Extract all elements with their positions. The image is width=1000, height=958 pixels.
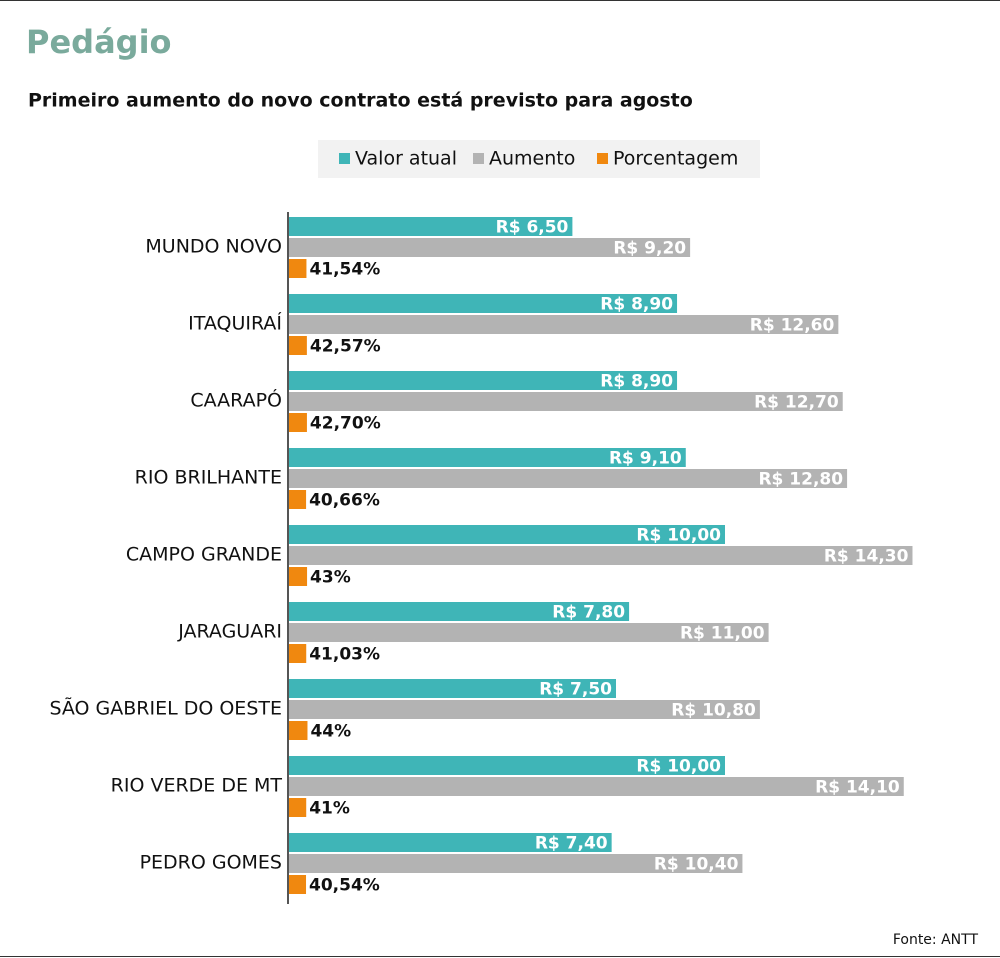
value-label: R$ 10,80 xyxy=(671,701,756,721)
category-label: RIO VERDE DE MT xyxy=(111,775,283,797)
category-label: MUNDO NOVO xyxy=(145,236,282,258)
category-label: PEDRO GOMES xyxy=(140,852,282,874)
value-label: R$ 14,30 xyxy=(824,547,909,567)
value-label: 42,57% xyxy=(310,337,381,357)
value-label: 40,54% xyxy=(309,876,380,896)
bar xyxy=(289,371,678,390)
chart-title: Pedágio xyxy=(26,23,172,61)
value-label: 41,54% xyxy=(309,260,380,280)
legend-label: Valor atual xyxy=(355,148,457,170)
bar xyxy=(289,777,904,796)
value-label: R$ 7,40 xyxy=(535,834,608,854)
value-label: 44% xyxy=(310,722,351,742)
bar xyxy=(289,238,691,257)
legend-box xyxy=(318,140,760,178)
bar xyxy=(289,623,769,642)
legend-swatch xyxy=(339,153,350,164)
bar xyxy=(289,567,308,586)
bar xyxy=(289,721,308,740)
value-label: R$ 12,70 xyxy=(754,393,839,413)
bar xyxy=(289,525,725,544)
value-label: 41% xyxy=(309,799,350,819)
bar xyxy=(289,413,307,432)
bar xyxy=(289,259,307,278)
bar xyxy=(289,833,612,852)
bar xyxy=(289,336,307,355)
legend-label: Aumento xyxy=(489,148,575,170)
value-label: R$ 7,80 xyxy=(552,603,625,623)
bar xyxy=(289,490,307,509)
bar xyxy=(289,756,725,775)
category-label: RIO BRILHANTE xyxy=(135,467,282,489)
value-label: 43% xyxy=(310,568,351,588)
category-label: JARAGUARI xyxy=(177,621,282,643)
chart-subtitle: Primeiro aumento do novo contrato está p… xyxy=(28,90,693,112)
bar xyxy=(289,392,843,411)
value-label: R$ 9,10 xyxy=(609,449,682,469)
value-label: R$ 6,50 xyxy=(496,218,569,238)
bar xyxy=(289,315,839,334)
category-label: CAARAPÓ xyxy=(190,388,282,412)
value-label: R$ 8,90 xyxy=(600,372,673,392)
value-label: R$ 7,50 xyxy=(539,680,612,700)
value-label: 41,03% xyxy=(309,645,380,665)
bar xyxy=(289,448,686,467)
legend-swatch xyxy=(597,153,608,164)
bar xyxy=(289,217,573,236)
value-label: R$ 10,40 xyxy=(654,855,739,875)
bar xyxy=(289,875,307,894)
bar xyxy=(289,854,743,873)
source: Fonte: ANTT xyxy=(893,932,979,948)
value-label: R$ 10,00 xyxy=(636,526,721,546)
bar xyxy=(289,700,760,719)
bar xyxy=(289,546,913,565)
value-label: R$ 8,90 xyxy=(600,295,673,315)
bar xyxy=(289,644,307,663)
bar xyxy=(289,469,848,488)
category-label: ITAQUIRAÍ xyxy=(188,312,282,335)
legend-swatch xyxy=(473,153,484,164)
bar xyxy=(289,294,678,313)
value-label: 42,70% xyxy=(310,414,381,434)
bar xyxy=(289,798,307,817)
bar xyxy=(289,602,630,621)
value-label: R$ 10,00 xyxy=(636,757,721,777)
value-label: 40,66% xyxy=(309,491,380,511)
category-label: SÃO GABRIEL DO OESTE xyxy=(49,697,282,720)
bar xyxy=(289,679,616,698)
value-label: R$ 14,10 xyxy=(815,778,900,798)
legend: Valor atual Aumento Porcentagem xyxy=(339,148,738,170)
value-label: R$ 12,80 xyxy=(758,470,843,490)
value-label: R$ 9,20 xyxy=(613,239,686,259)
category-label: CAMPO GRANDE xyxy=(126,544,282,566)
value-label: R$ 11,00 xyxy=(680,624,765,644)
legend-label: Porcentagem xyxy=(613,148,738,170)
value-label: R$ 12,60 xyxy=(750,316,835,336)
